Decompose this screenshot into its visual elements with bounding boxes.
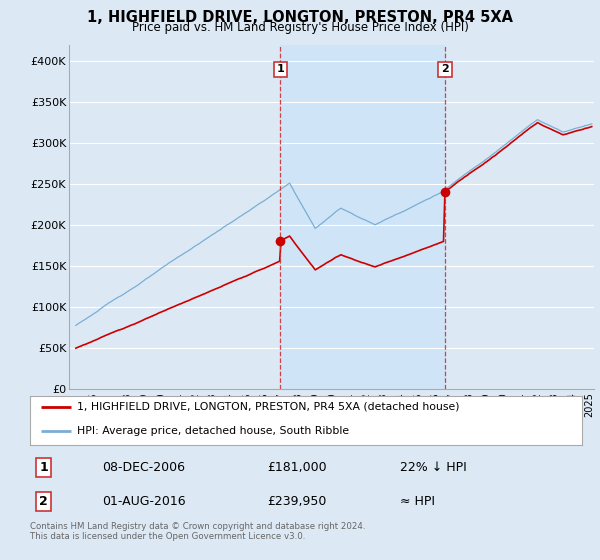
Text: 1: 1 (40, 461, 48, 474)
Text: 22% ↓ HPI: 22% ↓ HPI (400, 461, 467, 474)
Text: ≈ HPI: ≈ HPI (400, 494, 435, 508)
Text: HPI: Average price, detached house, South Ribble: HPI: Average price, detached house, Sout… (77, 426, 349, 436)
Text: 1, HIGHFIELD DRIVE, LONGTON, PRESTON, PR4 5XA (detached house): 1, HIGHFIELD DRIVE, LONGTON, PRESTON, PR… (77, 402, 460, 412)
Text: £181,000: £181,000 (268, 461, 327, 474)
Text: 2: 2 (40, 494, 48, 508)
Text: 2: 2 (441, 64, 449, 74)
Bar (280, 45, 445, 389)
Text: 1, HIGHFIELD DRIVE, LONGTON, PRESTON, PR4 5XA: 1, HIGHFIELD DRIVE, LONGTON, PRESTON, PR… (87, 10, 513, 25)
Text: 08-DEC-2006: 08-DEC-2006 (102, 461, 185, 474)
Text: 01-AUG-2016: 01-AUG-2016 (102, 494, 185, 508)
Text: £239,950: £239,950 (268, 494, 327, 508)
Text: 1: 1 (277, 64, 284, 74)
Text: Price paid vs. HM Land Registry's House Price Index (HPI): Price paid vs. HM Land Registry's House … (131, 21, 469, 34)
Text: Contains HM Land Registry data © Crown copyright and database right 2024.
This d: Contains HM Land Registry data © Crown c… (30, 522, 365, 542)
